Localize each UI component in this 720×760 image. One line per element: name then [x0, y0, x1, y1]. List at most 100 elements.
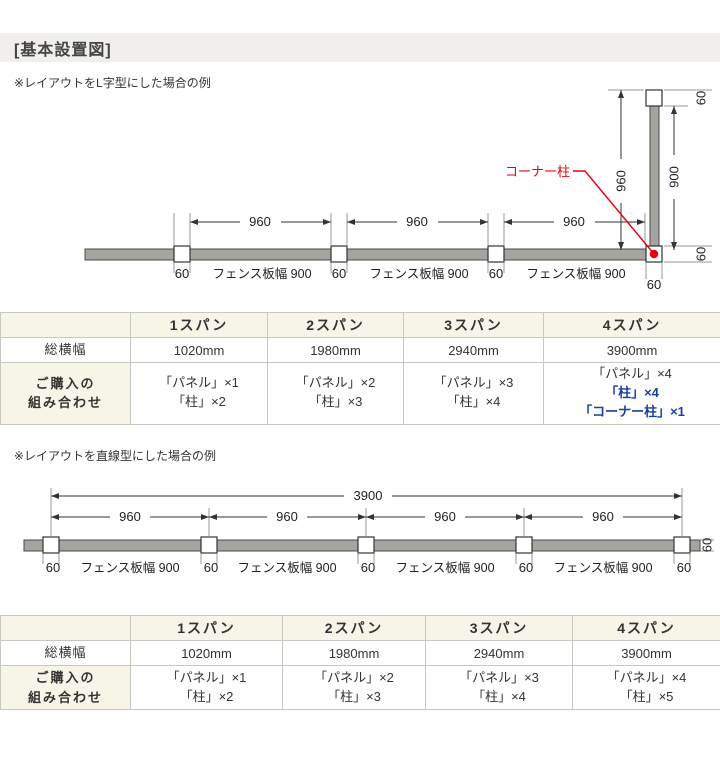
corner-cell [0, 615, 131, 641]
combo-text: 「パネル」×4 「柱」×5 [606, 669, 687, 704]
combo-1span: 「パネル」×1 「柱」×2 [130, 665, 283, 710]
row-label-combo: ご購入の 組み合わせ [0, 665, 131, 710]
combo-3span: 「パネル」×3 「柱」×4 [403, 362, 544, 425]
col-header-2span: 2スパン [267, 312, 404, 338]
combo-text: 「パネル」×3 「柱」×4 [433, 375, 514, 410]
post-1 [42, 536, 60, 554]
note-l-shape: ※レイアウトをL字型にした場合の例 [14, 76, 211, 90]
dim-label-backings [110, 488, 623, 524]
table-row: 総横幅 1020mm 1980mm 2940mm 3900mm [0, 640, 720, 666]
dim-span-3: 960 [434, 509, 456, 524]
table-row: 総横幅 1020mm 1980mm 2940mm 3900mm [0, 337, 720, 363]
col-header-4span: 4スパン [543, 312, 720, 338]
combo-text-highlight: 「柱」×4 「コーナー柱」×1 [579, 384, 685, 419]
dim-corner-post-60-right: 60 [694, 247, 709, 261]
combo-text: 「パネル」×2 「柱」×3 [295, 375, 376, 410]
corner-post-marker [649, 249, 659, 259]
combo-2span: 「パネル」×2 「柱」×3 [282, 665, 426, 710]
fence-bar-horizontal [84, 248, 648, 261]
panel-label-2: フェンス板幅 900 [237, 560, 336, 575]
dim-vertical-panel: 900 [667, 166, 682, 188]
dim-span-1: 960 [249, 214, 271, 229]
total-width-3span: 2940mm [425, 640, 573, 666]
dim-post4-60: 60 [519, 560, 533, 575]
corner-post-label: コーナー柱 [505, 164, 570, 179]
corner-cell [0, 312, 131, 338]
row-label-combo: ご購入の 組み合わせ [0, 362, 131, 425]
col-header-3span: 3スパン [425, 615, 573, 641]
total-width-3span: 2940mm [403, 337, 544, 363]
dim-span-1: 960 [119, 509, 141, 524]
posts [42, 536, 691, 554]
row-label-total-width: 総横幅 [0, 337, 131, 363]
diagram-straight: 3900 960 960 960 960 60 60 60 60 60 60 フ… [23, 488, 715, 575]
dim-span-2: 960 [406, 214, 428, 229]
dim-post3-60: 60 [361, 560, 375, 575]
post-2 [330, 245, 348, 263]
dim-span-3: 960 [563, 214, 585, 229]
dim-post1-60: 60 [46, 560, 60, 575]
dim-end-post-height: 60 [700, 538, 715, 552]
combo-text: 「パネル」×1 「柱」×2 [166, 669, 247, 704]
dim-total: 3900 [354, 488, 383, 503]
panel-label-4: フェンス板幅 900 [553, 560, 652, 575]
combo-4span: 「パネル」×4 「柱」×5 [572, 665, 720, 710]
col-header-2span: 2スパン [282, 615, 426, 641]
total-width-2span: 1980mm [267, 337, 404, 363]
posts [173, 89, 663, 263]
combo-3span: 「パネル」×3 「柱」×4 [425, 665, 573, 710]
col-header-1span: 1スパン [130, 312, 268, 338]
table-row: 1スパン 2スパン 3スパン 4スパン [0, 615, 720, 641]
combo-text: 「パネル」×1 「柱」×2 [159, 375, 239, 410]
panel-label-1: フェンス板幅 900 [80, 560, 179, 575]
post-3 [487, 245, 505, 263]
dim-post2-60: 60 [204, 560, 218, 575]
top-post [645, 89, 663, 107]
table-row: ご購入の 組み合わせ 「パネル」×1 「柱」×2 「パネル」×2 「柱」×3 「… [0, 665, 720, 710]
section-title-bar: [基本設置図] [0, 33, 720, 62]
panel-label-1: フェンス板幅 900 [212, 266, 311, 281]
diagram-l-shape: コーナー柱 960 960 960 960 900 60 60 60 60 60… [84, 89, 712, 292]
fence-bar-vertical [649, 105, 660, 248]
post-5 [673, 536, 691, 554]
dim-post5-60: 60 [677, 560, 691, 575]
post-1 [173, 245, 191, 263]
dim-post2-60: 60 [332, 266, 346, 281]
col-header-1span: 1スパン [130, 615, 283, 641]
corner-leader-line [573, 170, 655, 255]
page-title: [基本設置図] [14, 41, 112, 59]
table-row: ご購入の 組み合わせ 「パネル」×1 「柱」×2 「パネル」×2 「柱」×3 「… [0, 362, 720, 425]
combo-4span: 「パネル」×4 「柱」×4 「コーナー柱」×1 [543, 362, 720, 425]
combo-text: 「パネル」×3 「柱」×4 [459, 669, 539, 704]
dim-post1-60: 60 [175, 266, 189, 281]
row-label-total-width: 総横幅 [0, 640, 131, 666]
dim-top-post-60: 60 [694, 91, 709, 105]
col-header-3span: 3スパン [403, 312, 544, 338]
total-width-1span: 1020mm [130, 640, 283, 666]
panel-label-3: フェンス板幅 900 [395, 560, 494, 575]
dim-corner-post-60-bottom: 60 [647, 277, 661, 292]
dim-post3-60: 60 [489, 266, 503, 281]
total-width-1span: 1020mm [130, 337, 268, 363]
spec-table-l-shape: 1スパン 2スパン 3スパン 4スパン 総横幅 1020mm 1980mm 29… [0, 312, 720, 425]
total-width-4span: 3900mm [543, 337, 720, 363]
combo-text: 「パネル」×4 [592, 366, 672, 381]
post-4 [515, 536, 533, 554]
dim-vertical-span: 960 [614, 170, 629, 192]
combo-1span: 「パネル」×1 「柱」×2 [130, 362, 268, 425]
panel-label-2: フェンス板幅 900 [369, 266, 468, 281]
combo-2span: 「パネル」×2 「柱」×3 [267, 362, 404, 425]
col-header-4span: 4スパン [572, 615, 720, 641]
note-straight: ※レイアウトを直線型にした場合の例 [14, 449, 217, 463]
dim-span-4: 960 [592, 509, 614, 524]
dim-span-2: 960 [276, 509, 298, 524]
total-width-4span: 3900mm [572, 640, 720, 666]
combo-text: 「パネル」×2 「柱」×3 [314, 669, 394, 704]
post-3 [357, 536, 375, 554]
panel-label-3: フェンス板幅 900 [526, 266, 625, 281]
total-width-2span: 1980mm [282, 640, 426, 666]
spec-table-straight: 1スパン 2スパン 3スパン 4スパン 総横幅 1020mm 1980mm 29… [0, 615, 720, 710]
post-2 [200, 536, 218, 554]
dim-label-backings [240, 155, 682, 229]
